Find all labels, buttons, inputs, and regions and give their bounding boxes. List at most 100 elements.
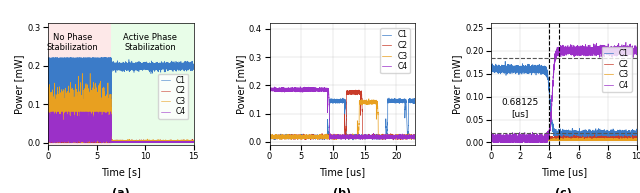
C1 — [79, 62, 86, 64]
C2 — [46, 142, 54, 144]
Text: 0.68125
[us]: 0.68125 [us] — [502, 98, 539, 118]
Line: C2: C2 — [491, 135, 637, 140]
C4 — [543, 133, 550, 135]
C1 — [501, 60, 509, 63]
C4 — [487, 139, 495, 141]
C2 — [79, 142, 86, 144]
C3 — [514, 139, 522, 141]
C3 — [79, 119, 87, 121]
X-axis label: Time [s]: Time [s] — [101, 167, 141, 177]
Line: C3: C3 — [269, 99, 415, 140]
C2 — [487, 138, 495, 141]
C2 — [79, 132, 87, 135]
C1 — [590, 139, 598, 142]
C3 — [189, 141, 196, 143]
C2 — [273, 134, 281, 136]
Line: C4: C4 — [269, 87, 415, 140]
C1 — [99, 98, 107, 100]
C1 — [385, 97, 393, 99]
C3 — [575, 138, 582, 141]
C4 — [79, 141, 87, 143]
C1 — [596, 134, 604, 136]
C2 — [573, 139, 581, 141]
C2 — [412, 137, 419, 140]
C3 — [593, 140, 600, 142]
Legend: C1, C2, C3, C4: C1, C2, C3, C4 — [380, 28, 410, 73]
C1 — [381, 136, 389, 138]
C3 — [582, 139, 589, 141]
C4 — [622, 41, 630, 43]
C3 — [374, 105, 381, 108]
C2 — [99, 131, 107, 134]
C1 — [514, 64, 522, 67]
C4 — [582, 47, 589, 49]
C3 — [412, 135, 419, 138]
C4 — [109, 141, 117, 143]
Y-axis label: Power [mW]: Power [mW] — [236, 54, 246, 114]
C3 — [488, 136, 495, 138]
C1 — [266, 136, 273, 138]
C2 — [190, 140, 198, 142]
C3 — [190, 140, 198, 142]
C2 — [582, 137, 589, 140]
C3 — [79, 135, 86, 137]
Line: C4: C4 — [48, 112, 194, 143]
Title: (b): (b) — [333, 188, 351, 193]
C3 — [408, 139, 415, 141]
C3 — [358, 102, 366, 104]
Line: C3: C3 — [491, 137, 637, 141]
C2 — [607, 138, 615, 141]
C4 — [44, 136, 52, 138]
C4 — [358, 135, 366, 137]
C1 — [633, 131, 640, 134]
C3 — [607, 138, 615, 141]
C4 — [190, 141, 198, 144]
C3 — [381, 135, 389, 137]
C3 — [633, 139, 640, 141]
C1 — [352, 136, 360, 139]
C2 — [319, 135, 326, 137]
C2 — [374, 136, 381, 139]
C3 — [596, 139, 604, 141]
C3 — [543, 138, 550, 141]
C2 — [543, 139, 550, 141]
C2 — [633, 138, 640, 141]
C1 — [374, 135, 381, 137]
Line: C3: C3 — [48, 73, 194, 143]
C3 — [44, 140, 52, 142]
C2 — [352, 89, 360, 91]
C4 — [82, 142, 90, 144]
C3 — [99, 107, 107, 109]
C1 — [44, 94, 52, 96]
C2 — [78, 131, 86, 134]
Y-axis label: Power [mW]: Power [mW] — [14, 54, 24, 114]
C4 — [381, 139, 389, 141]
C2 — [44, 140, 52, 142]
C4 — [412, 137, 419, 140]
Legend: C1, C2, C3, C4: C1, C2, C3, C4 — [159, 74, 188, 119]
C2 — [389, 139, 397, 141]
C2 — [381, 137, 389, 139]
C2 — [358, 107, 366, 109]
C4 — [607, 46, 615, 48]
C4 — [374, 137, 381, 139]
X-axis label: Time [us]: Time [us] — [319, 167, 365, 177]
C1 — [189, 67, 196, 69]
C4 — [266, 88, 273, 91]
Title: (a): (a) — [112, 188, 130, 193]
Text: No Phase
Stabilization: No Phase Stabilization — [47, 33, 98, 52]
C1 — [319, 135, 326, 137]
C3 — [109, 140, 117, 142]
C4 — [633, 46, 640, 48]
C4 — [296, 86, 304, 88]
Line: C2: C2 — [269, 90, 415, 140]
Line: C2: C2 — [48, 126, 194, 143]
Line: C4: C4 — [491, 42, 637, 142]
Legend: C1, C2, C3, C4: C1, C2, C3, C4 — [602, 47, 632, 92]
C1 — [273, 136, 281, 139]
C2 — [189, 139, 196, 141]
Line: C1: C1 — [491, 61, 637, 141]
C3 — [352, 135, 360, 138]
C2 — [514, 136, 522, 139]
C2 — [596, 138, 604, 140]
